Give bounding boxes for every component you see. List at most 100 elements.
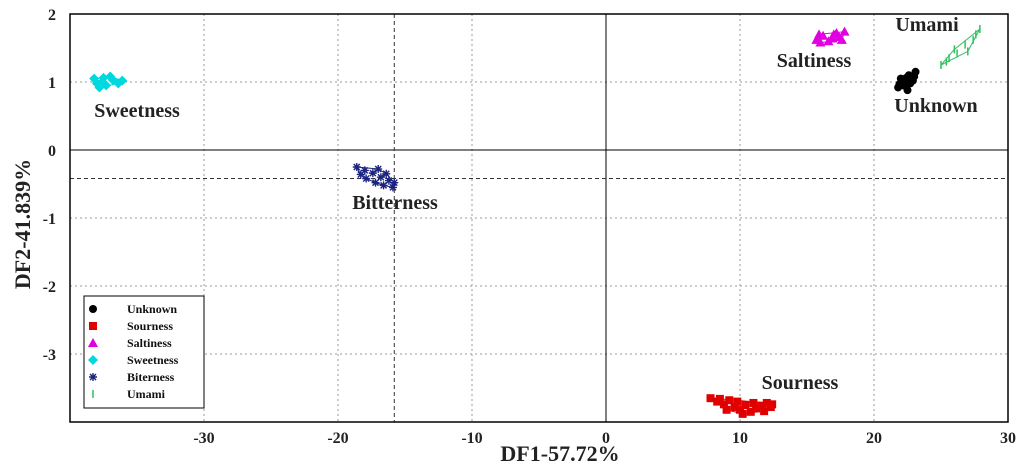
plot-frame bbox=[69, 13, 1009, 423]
y-tick-label: 0 bbox=[48, 143, 56, 160]
data-point bbox=[374, 165, 383, 174]
legend-box bbox=[83, 295, 205, 409]
cluster-label: Bitterness bbox=[352, 192, 438, 214]
data-point bbox=[382, 169, 391, 178]
data-point bbox=[902, 73, 911, 82]
cluster-label: Sweetness bbox=[94, 100, 180, 122]
data-point bbox=[352, 163, 361, 171]
data-point bbox=[88, 355, 98, 365]
legend-item: Saltiness bbox=[88, 336, 172, 350]
data-point bbox=[88, 338, 98, 347]
cluster-label: Saltiness bbox=[777, 50, 852, 72]
cluster-label: Umami bbox=[895, 14, 959, 36]
legend-label: Unknown bbox=[127, 302, 177, 316]
legend-item: Sourness bbox=[89, 319, 173, 333]
data-point bbox=[91, 78, 102, 89]
series-umami bbox=[940, 24, 981, 69]
series-sweetness bbox=[89, 71, 128, 93]
data-point bbox=[823, 36, 834, 46]
y-tick-label: 1 bbox=[48, 75, 56, 92]
data-point bbox=[895, 80, 904, 89]
data-point bbox=[738, 409, 747, 418]
x-tick-label: 10 bbox=[732, 430, 748, 447]
y-tick-label: 2 bbox=[48, 7, 56, 24]
legend-label: Sweetness bbox=[127, 353, 179, 367]
data-point bbox=[101, 80, 112, 91]
data-point bbox=[733, 397, 742, 406]
data-point bbox=[827, 33, 838, 43]
series-unknown bbox=[894, 67, 920, 95]
legend-label: Umami bbox=[127, 387, 166, 401]
data-point bbox=[706, 394, 715, 403]
y-tick-label: -1 bbox=[43, 211, 56, 228]
data-point bbox=[762, 398, 771, 407]
legend-item: Umami bbox=[92, 387, 166, 401]
data-points bbox=[89, 24, 981, 418]
data-point bbox=[831, 28, 842, 38]
data-point bbox=[89, 373, 97, 381]
reference-lines bbox=[70, 14, 1008, 422]
data-point bbox=[839, 26, 850, 36]
series-saltiness bbox=[811, 26, 850, 47]
data-point bbox=[903, 86, 912, 95]
cluster-label: Unknown bbox=[894, 95, 977, 117]
legend-item: Sweetness bbox=[88, 353, 179, 367]
legend-label: Sourness bbox=[127, 319, 173, 333]
data-point bbox=[722, 405, 731, 414]
data-point bbox=[356, 170, 365, 179]
x-tick-label: 0 bbox=[602, 430, 610, 447]
data-point bbox=[368, 169, 377, 178]
y-tick-label: -3 bbox=[43, 347, 56, 364]
data-point bbox=[757, 401, 766, 410]
x-tick-label: -20 bbox=[327, 430, 348, 447]
data-point bbox=[719, 400, 728, 409]
y-axis-title: DF2-41.839% bbox=[10, 159, 35, 289]
grid bbox=[70, 13, 1009, 422]
cluster-labels: Unknown Sourness Saltiness Sweetness Bittern… bbox=[94, 14, 977, 394]
x-axis-title: DF1-57.72% bbox=[500, 441, 619, 466]
data-point bbox=[715, 394, 724, 403]
series-biterness bbox=[352, 163, 399, 192]
data-point bbox=[768, 400, 777, 409]
series-sourness bbox=[706, 394, 777, 418]
data-point bbox=[910, 72, 919, 81]
data-point bbox=[388, 183, 397, 192]
data-point bbox=[379, 181, 388, 190]
data-point bbox=[836, 34, 847, 44]
legend-item: Unknown bbox=[89, 302, 177, 316]
data-point bbox=[89, 322, 97, 330]
y-tick-label: -2 bbox=[43, 279, 56, 296]
data-point bbox=[362, 174, 371, 183]
x-tick-label: 20 bbox=[866, 430, 882, 447]
x-tick-label: -10 bbox=[461, 430, 482, 447]
data-point bbox=[384, 176, 393, 185]
data-point bbox=[815, 37, 826, 47]
data-point bbox=[752, 404, 761, 413]
data-point bbox=[730, 403, 739, 412]
cluster-label: Sourness bbox=[762, 372, 839, 394]
data-point bbox=[98, 72, 109, 83]
legend: Unknown Sourness Saltiness Sweetness Biterne… bbox=[83, 295, 205, 409]
data-point bbox=[107, 74, 118, 85]
legend-label: Biterness bbox=[127, 370, 175, 384]
data-point bbox=[741, 401, 750, 409]
data-point bbox=[117, 75, 128, 86]
data-point bbox=[390, 178, 399, 187]
data-point bbox=[89, 305, 97, 313]
cluster-hulls bbox=[93, 28, 981, 415]
data-point bbox=[736, 405, 744, 414]
data-point bbox=[760, 407, 769, 416]
data-point bbox=[371, 178, 380, 187]
x-tick-label: -30 bbox=[193, 430, 214, 447]
data-point bbox=[725, 396, 734, 405]
data-point bbox=[360, 166, 369, 175]
data-point bbox=[376, 173, 385, 182]
legend-label: Saltiness bbox=[127, 336, 172, 350]
legend-item: Biterness bbox=[89, 370, 175, 384]
data-point bbox=[746, 407, 755, 416]
data-point bbox=[749, 398, 758, 407]
x-tick-label: 30 bbox=[1000, 430, 1016, 447]
data-point bbox=[814, 29, 825, 39]
